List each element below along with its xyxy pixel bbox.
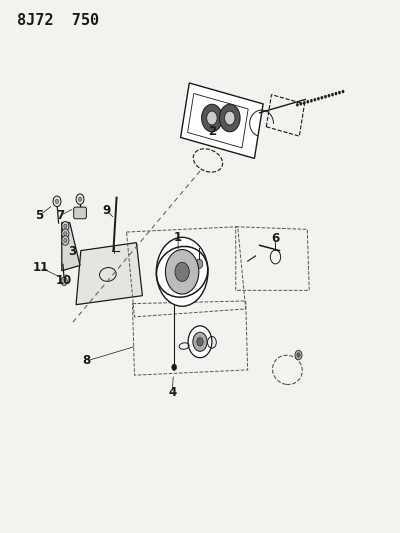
Circle shape xyxy=(338,91,341,94)
Circle shape xyxy=(335,92,337,95)
Circle shape xyxy=(64,224,67,228)
Text: 6: 6 xyxy=(271,232,280,245)
Text: 4: 4 xyxy=(168,386,176,399)
Text: 1: 1 xyxy=(174,231,182,244)
Circle shape xyxy=(342,90,344,93)
Circle shape xyxy=(56,199,58,204)
Circle shape xyxy=(220,104,240,132)
Text: 2: 2 xyxy=(208,125,216,138)
Text: 11: 11 xyxy=(32,261,48,274)
Circle shape xyxy=(62,229,69,238)
Circle shape xyxy=(307,100,309,103)
Circle shape xyxy=(175,262,189,281)
Circle shape xyxy=(62,221,69,231)
Circle shape xyxy=(64,231,67,236)
Circle shape xyxy=(314,98,316,101)
Circle shape xyxy=(300,102,302,106)
Polygon shape xyxy=(62,222,80,271)
Text: 9: 9 xyxy=(102,204,111,217)
Text: 7: 7 xyxy=(56,209,64,222)
Circle shape xyxy=(78,197,82,201)
Circle shape xyxy=(296,103,298,107)
Circle shape xyxy=(196,259,203,269)
Polygon shape xyxy=(180,83,263,158)
Circle shape xyxy=(295,350,302,360)
Circle shape xyxy=(53,196,61,207)
Circle shape xyxy=(328,94,330,97)
Circle shape xyxy=(321,96,323,99)
Text: 3: 3 xyxy=(68,245,76,258)
Circle shape xyxy=(156,237,208,306)
Circle shape xyxy=(61,277,67,286)
Circle shape xyxy=(166,249,199,294)
Circle shape xyxy=(64,238,67,243)
Circle shape xyxy=(202,104,222,132)
Text: 10: 10 xyxy=(56,274,72,287)
FancyBboxPatch shape xyxy=(74,207,86,219)
Circle shape xyxy=(193,332,207,351)
Circle shape xyxy=(207,111,217,125)
Circle shape xyxy=(310,99,312,102)
Circle shape xyxy=(303,101,306,104)
Circle shape xyxy=(331,93,334,96)
Circle shape xyxy=(172,364,176,370)
Text: 8: 8 xyxy=(83,354,91,367)
Circle shape xyxy=(324,95,327,98)
Circle shape xyxy=(76,194,84,205)
Circle shape xyxy=(317,97,320,100)
Polygon shape xyxy=(76,243,142,305)
Circle shape xyxy=(188,326,212,358)
Circle shape xyxy=(197,337,203,346)
Circle shape xyxy=(62,236,69,245)
Circle shape xyxy=(297,353,300,357)
Circle shape xyxy=(225,111,235,125)
Text: 8J72  750: 8J72 750 xyxy=(17,13,100,28)
Text: 5: 5 xyxy=(35,209,43,222)
